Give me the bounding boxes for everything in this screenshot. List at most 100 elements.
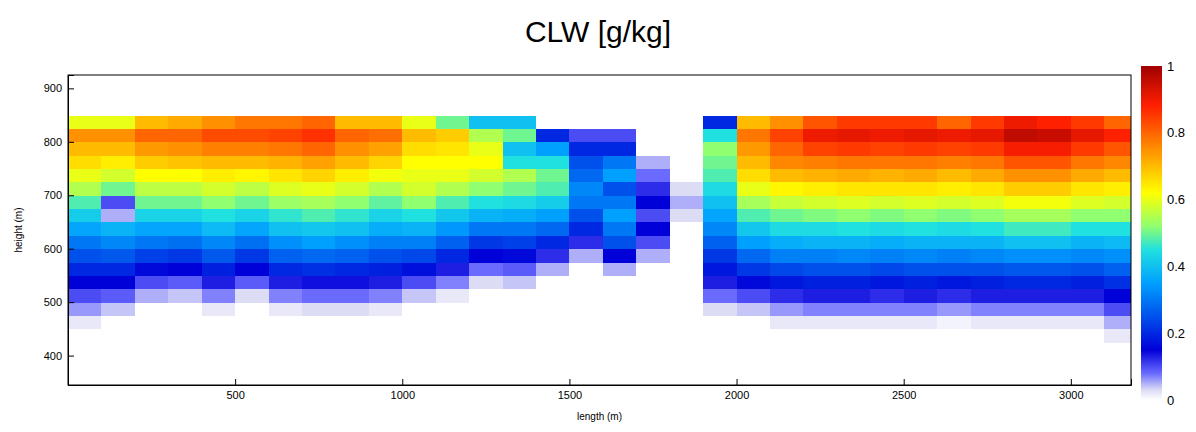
- cell: [135, 275, 169, 289]
- cell: [202, 142, 236, 156]
- cell: [302, 235, 336, 249]
- cell: [904, 155, 938, 169]
- cell: [737, 329, 771, 343]
- cell: [369, 316, 403, 330]
- cell: [235, 209, 269, 223]
- cell: [101, 249, 135, 263]
- cell: [1104, 329, 1131, 343]
- cell: [369, 182, 403, 196]
- cell: [202, 289, 236, 303]
- cell: [1071, 115, 1105, 129]
- cell: [335, 115, 369, 129]
- cell: [569, 316, 603, 330]
- title: CLW [g/kg]: [525, 15, 671, 48]
- cell: [469, 102, 503, 116]
- cell: [269, 128, 303, 142]
- cell: [837, 209, 871, 223]
- cell: [870, 289, 904, 303]
- cell: [603, 169, 637, 183]
- cell: [402, 209, 436, 223]
- tick-label: 800: [44, 136, 62, 148]
- cell: [335, 316, 369, 330]
- cell: [536, 142, 570, 156]
- cell: [1071, 275, 1105, 289]
- cell: [68, 262, 102, 276]
- cell: [770, 155, 804, 169]
- cell: [1037, 102, 1071, 116]
- cell: [135, 222, 169, 236]
- cell: [135, 302, 169, 316]
- cell: [503, 302, 537, 316]
- tick-label: 2000: [725, 389, 749, 401]
- cell: [770, 249, 804, 263]
- cell: [737, 169, 771, 183]
- cell: [569, 235, 603, 249]
- tick: 500: [226, 379, 244, 401]
- cell: [168, 195, 202, 209]
- cell: [770, 102, 804, 116]
- cell: [436, 169, 470, 183]
- cell: [837, 182, 871, 196]
- cell: [168, 142, 202, 156]
- cell: [737, 302, 771, 316]
- cell: [1037, 115, 1071, 129]
- cell: [937, 262, 971, 276]
- cell: [670, 142, 704, 156]
- cell: [603, 289, 637, 303]
- cell: [837, 289, 871, 303]
- cell: [703, 209, 737, 223]
- tick-label: 500: [226, 389, 244, 401]
- cell: [1071, 209, 1105, 223]
- cell: [168, 262, 202, 276]
- tick-mark: [68, 142, 74, 143]
- cell: [636, 275, 670, 289]
- cell: [1004, 195, 1038, 209]
- colorbar-tick-label: 0.6: [1167, 192, 1185, 207]
- cell: [1104, 195, 1131, 209]
- cell: [68, 235, 102, 249]
- cell: [569, 169, 603, 183]
- tick: 400: [44, 350, 74, 362]
- cell: [603, 102, 637, 116]
- cell: [603, 249, 637, 263]
- cell: [168, 235, 202, 249]
- cell: [971, 182, 1005, 196]
- cell: [302, 302, 336, 316]
- cell: [436, 275, 470, 289]
- cell: [436, 182, 470, 196]
- tick-mark: [68, 356, 74, 357]
- cell: [1071, 249, 1105, 263]
- cell: [670, 169, 704, 183]
- cell: [335, 209, 369, 223]
- cell: [1004, 302, 1038, 316]
- cell: [68, 249, 102, 263]
- cell: [569, 275, 603, 289]
- cell: [770, 316, 804, 330]
- tick: 1500: [558, 379, 582, 401]
- cell: [68, 289, 102, 303]
- cell: [369, 142, 403, 156]
- cell: [636, 195, 670, 209]
- cell: [335, 195, 369, 209]
- cell: [202, 316, 236, 330]
- cell: [803, 128, 837, 142]
- cell: [402, 289, 436, 303]
- y-axis-title: height (m): [13, 207, 24, 252]
- cell: [636, 262, 670, 276]
- cell: [1004, 235, 1038, 249]
- cell: [235, 262, 269, 276]
- cell: [737, 222, 771, 236]
- cell: [536, 169, 570, 183]
- cell: [469, 262, 503, 276]
- cell: [870, 155, 904, 169]
- cell: [770, 128, 804, 142]
- cell: [402, 195, 436, 209]
- cell: [1104, 316, 1131, 330]
- cell: [569, 209, 603, 223]
- cell: [68, 142, 102, 156]
- cell: [1037, 169, 1071, 183]
- cell: [135, 249, 169, 263]
- cell: [436, 128, 470, 142]
- cell: [770, 169, 804, 183]
- cell: [1104, 169, 1131, 183]
